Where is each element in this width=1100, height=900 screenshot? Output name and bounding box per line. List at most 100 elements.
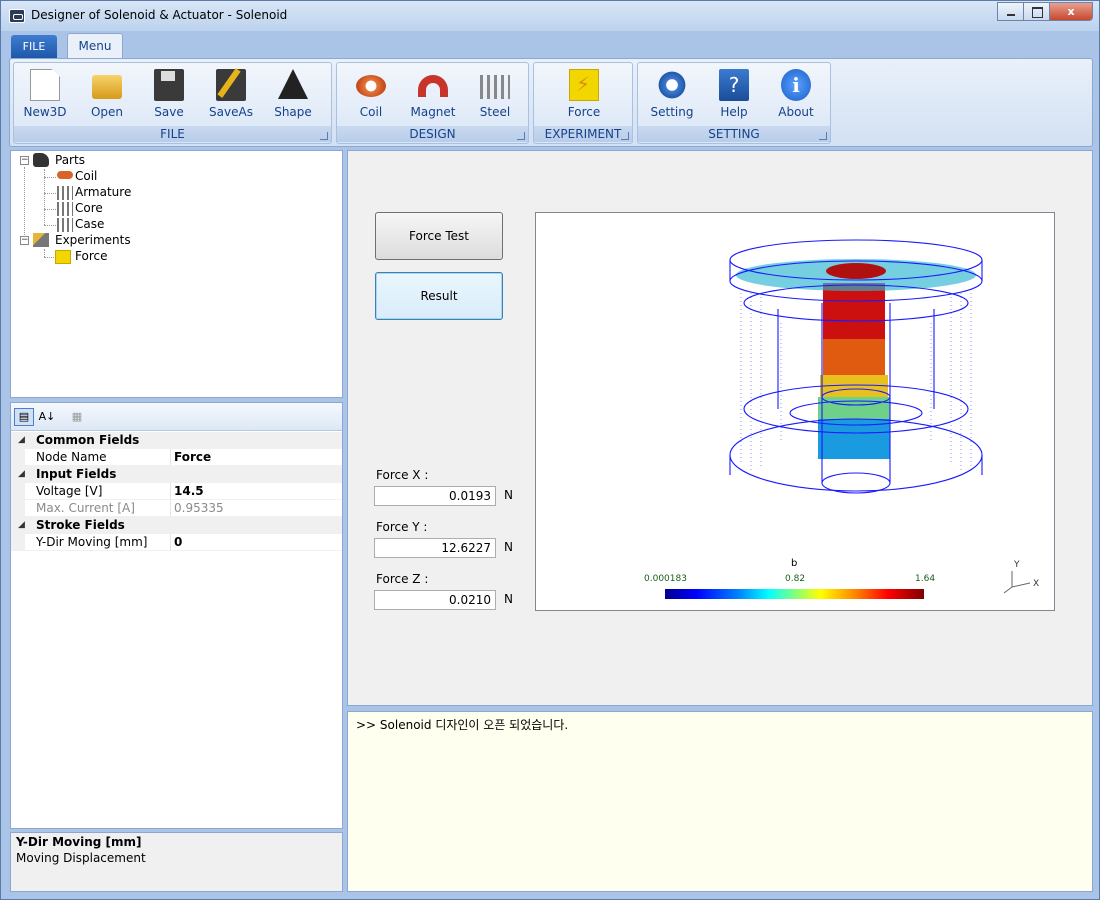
max-current-value: 0.95335 [170, 500, 224, 517]
shape-button[interactable]: Shape [265, 65, 321, 125]
solenoid-field-plot: Y X [729, 239, 1039, 594]
force-z-unit: N [504, 592, 513, 606]
description-title: Y-Dir Moving [mm] [16, 835, 142, 849]
project-tree: − Parts Coil Armature Core Case − Experi… [10, 150, 343, 398]
legend-min: 0.000183 [644, 574, 687, 584]
new3d-label: New3D [23, 105, 67, 119]
property-row-node-name[interactable]: Node Name Force [11, 449, 342, 466]
legend-max: 1.64 [915, 574, 936, 584]
save-button[interactable]: Save [141, 65, 197, 125]
file-group-launcher-icon[interactable] [320, 132, 328, 140]
property-description: Y-Dir Moving [mm] Moving Displacement [10, 832, 343, 892]
tree-item-force[interactable]: Force [75, 249, 108, 263]
force-y-label: Force Y : [376, 520, 428, 534]
collapse-triangle-icon: ◢ [18, 520, 25, 530]
group-label-design: DESIGN [337, 126, 528, 142]
coil-label: Coil [359, 105, 383, 119]
experiment-group-launcher-icon[interactable] [621, 132, 629, 140]
ribbon-group-file: New3D Open Save SaveAs Shape FILE [13, 62, 332, 144]
field-dots [740, 293, 972, 473]
tree-item-parts[interactable]: Parts [55, 153, 85, 167]
steel-icon [480, 75, 510, 99]
magnet-icon [418, 75, 448, 97]
help-button[interactable]: ? Help [706, 65, 762, 125]
property-name: Max. Current [A] [36, 501, 135, 515]
magnet-label: Magnet [410, 105, 456, 119]
new3d-button[interactable]: New3D [17, 65, 73, 125]
force-x-unit: N [504, 488, 513, 502]
maximize-button[interactable] [1023, 2, 1050, 21]
steel-button[interactable]: Steel [467, 65, 523, 125]
field-upper-region [823, 339, 885, 375]
property-row-voltage[interactable]: Voltage [V] 14.5 [11, 483, 342, 500]
experiment-panel: Force Test Result Force X : 0.0193 N For… [347, 150, 1093, 706]
design-group-launcher-icon[interactable] [517, 132, 525, 140]
property-row-y-dir-moving[interactable]: Y-Dir Moving [mm] 0 [11, 534, 342, 551]
tab-menu[interactable]: Menu [67, 33, 123, 59]
case-tree-icon [57, 218, 73, 232]
axis-triad [1003, 571, 1031, 594]
minimize-button[interactable] [997, 2, 1024, 21]
categorized-view-icon[interactable]: ▤ [14, 408, 34, 426]
window-title: Designer of Solenoid & Actuator - Soleno… [31, 8, 288, 22]
axis-y-label: Y [1013, 560, 1020, 570]
log-line: >> Solenoid 디자인이 오픈 되었습니다. [356, 718, 569, 732]
shape-triangle-icon [278, 69, 308, 99]
close-button[interactable]: x [1049, 2, 1093, 21]
category-input-fields[interactable]: ◢ Input Fields [11, 466, 342, 483]
collapse-triangle-icon: ◢ [18, 469, 25, 479]
force-test-button[interactable]: Force Test [375, 212, 503, 260]
alphabetical-sort-icon[interactable]: A↓ [38, 410, 56, 423]
force-y-field[interactable]: 12.6227 [374, 538, 496, 558]
open-button[interactable]: Open [79, 65, 135, 125]
category-stroke-fields[interactable]: ◢ Stroke Fields [11, 517, 342, 534]
force-z-field[interactable]: 0.0210 [374, 590, 496, 610]
ribbon-group-design: Coil Magnet Steel DESIGN [336, 62, 529, 144]
force-x-field[interactable]: 0.0193 [374, 486, 496, 506]
app-icon[interactable] [9, 9, 25, 23]
setting-group-launcher-icon[interactable] [819, 132, 827, 140]
info-icon: i [781, 69, 811, 101]
saveas-label: SaveAs [209, 105, 253, 119]
tree-item-coil[interactable]: Coil [75, 169, 98, 183]
help-book-icon: ? [719, 69, 749, 101]
setting-label: Setting [650, 105, 694, 119]
group-label-experiment: EXPERIMENT [534, 126, 632, 142]
coil-button[interactable]: Coil [343, 65, 399, 125]
gear-icon [657, 69, 687, 101]
armature-tree-icon [57, 186, 73, 200]
magnet-button[interactable]: Magnet [405, 65, 461, 125]
color-legend-bar [665, 589, 924, 599]
setting-button[interactable]: Setting [644, 65, 700, 125]
core-tree-icon [57, 202, 73, 216]
saveas-button[interactable]: SaveAs [203, 65, 259, 125]
field-top-region [823, 283, 885, 339]
y-dir-moving-value[interactable]: 0 [170, 534, 182, 551]
result-button[interactable]: Result [375, 272, 503, 320]
property-pages-icon[interactable]: ▦ [71, 410, 83, 423]
ribbon-group-experiment: Force EXPERIMENT [533, 62, 633, 144]
property-toolbar: ▤ A↓ ▦ [11, 403, 342, 431]
tree-item-experiments[interactable]: Experiments [55, 233, 131, 247]
force-x-label: Force X : [376, 468, 429, 482]
help-label: Help [720, 105, 748, 119]
node-name-value[interactable]: Force [170, 449, 211, 466]
legend-title: b [791, 558, 798, 569]
tree-item-armature[interactable]: Armature [75, 185, 132, 199]
force-button[interactable]: Force [556, 65, 612, 125]
category-common-fields[interactable]: ◢ Common Fields [11, 432, 342, 449]
about-button[interactable]: i About [768, 65, 824, 125]
field-low-region [818, 397, 890, 419]
experiments-hammer-icon [33, 233, 49, 247]
solenoid-wireframe [729, 239, 983, 494]
tree-item-core[interactable]: Core [75, 201, 103, 215]
tab-file[interactable]: FILE [11, 35, 57, 59]
coil-tree-icon [57, 171, 73, 179]
result-3d-viewport[interactable]: Y X b 0.000183 0.82 1.64 [535, 212, 1055, 611]
voltage-value[interactable]: 14.5 [170, 483, 204, 500]
parts-collapse-toggle[interactable]: − [20, 155, 29, 165]
tree-item-case[interactable]: Case [75, 217, 105, 231]
log-output[interactable]: >> Solenoid 디자인이 오픈 되었습니다. [347, 711, 1093, 892]
save-label: Save [154, 105, 184, 119]
experiments-collapse-toggle[interactable]: − [20, 235, 29, 245]
